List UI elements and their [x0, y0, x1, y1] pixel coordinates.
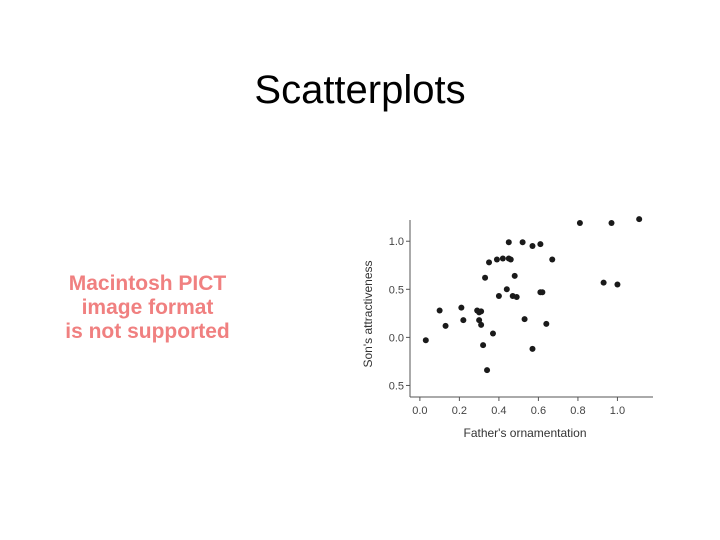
pict-placeholder-line: Macintosh PICT [68, 272, 227, 295]
slide-title: Scatterplots [254, 68, 466, 112]
scatter-point [486, 259, 493, 266]
scatter-point [480, 342, 487, 349]
y-tick-label: 0.0 [389, 332, 404, 344]
scatter-point [489, 330, 496, 337]
scatter-point [543, 320, 550, 327]
scatter-point [478, 321, 485, 328]
x-tick-label: 0.6 [531, 405, 546, 417]
scatter-point [499, 255, 506, 262]
scatter-point [503, 286, 510, 293]
y-tick-label: 0.5 [389, 284, 404, 296]
scatter-point [442, 322, 449, 329]
scatter-point [493, 256, 500, 263]
scatter-point [614, 281, 621, 288]
y-tick-label: 1.0 [389, 236, 404, 248]
scatter-point [537, 241, 544, 248]
scatter-point [478, 308, 485, 315]
scatter-point [484, 367, 491, 374]
x-tick-label: 0.2 [452, 405, 467, 417]
x-tick-label: 1.0 [610, 405, 625, 417]
pict-placeholder: Macintosh PICT image format is not suppo… [40, 272, 255, 344]
scatter-point [460, 317, 467, 324]
scatter-point [539, 289, 546, 296]
x-axis-label: Father's ornamentation [463, 426, 586, 440]
pict-placeholder-line: is not supported [65, 320, 230, 343]
y-tick-label: 0.5 [389, 380, 404, 392]
scatter-point [507, 256, 514, 263]
x-tick-label: 0.8 [570, 405, 585, 417]
scatter-point [519, 239, 526, 246]
scatter-point [513, 294, 520, 300]
y-axis-label: Son's attractiveness [361, 260, 375, 367]
scatter-point [608, 219, 615, 226]
scatter-point [511, 272, 518, 279]
scatter-point [636, 216, 643, 223]
scatter-point [422, 337, 429, 344]
scatter-point [476, 317, 483, 324]
x-tick-label: 0.0 [412, 405, 427, 417]
scatter-point [529, 345, 536, 352]
scatter-point [576, 219, 583, 226]
scatter-point [495, 293, 502, 300]
scatter-point [482, 274, 489, 281]
scatter-point [505, 239, 512, 246]
pict-placeholder-line: image format [81, 296, 214, 319]
scatter-point [549, 256, 556, 263]
scatter-point [458, 304, 465, 311]
x-tick-label: 0.4 [491, 405, 506, 417]
scatter-point [521, 316, 528, 323]
scatter-point [529, 243, 536, 250]
scatter-point [600, 279, 607, 286]
scatter-point [436, 307, 443, 314]
